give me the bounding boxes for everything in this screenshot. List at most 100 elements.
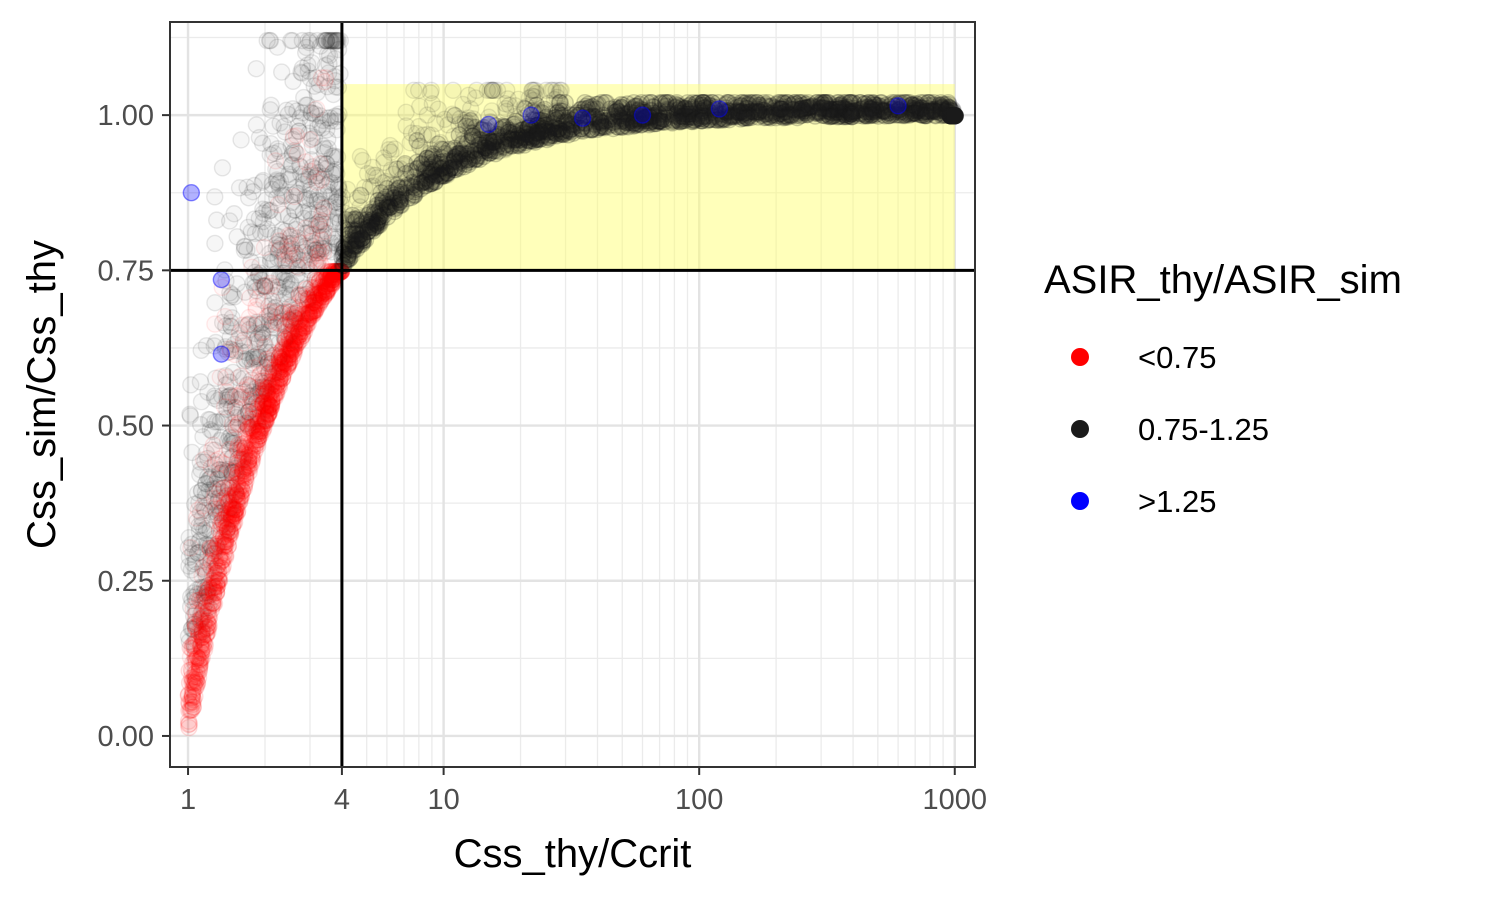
scatter-point-0.75-1.25 — [285, 141, 304, 160]
scatter-point-0.75-1.25 — [209, 391, 227, 410]
scatter-point-<0.75 — [226, 507, 245, 525]
scatter-point-0.75-1.25 — [282, 286, 300, 304]
scatter-point-0.75-1.25 — [249, 384, 267, 403]
scatter-point-0.75-1.25 — [209, 507, 228, 526]
scatter-point-0.75-1.25 — [212, 387, 231, 405]
scatter-point-0.75-1.25 — [315, 200, 334, 218]
scatter-point-0.75-1.25 — [195, 584, 213, 602]
scatter-point-0.75-1.25 — [249, 346, 267, 364]
scatter-point-<0.75 — [289, 333, 307, 351]
scatter-point-<0.75 — [298, 295, 317, 314]
scatter-point-<0.75 — [199, 602, 217, 621]
scatter-point-0.75-1.25 — [225, 205, 243, 223]
scatter-point-<0.75 — [285, 345, 303, 363]
scatter-point-0.75-1.25 — [220, 212, 239, 230]
scatter-point-0.75-1.25 — [224, 434, 242, 453]
scatter-point-0.75-1.25 — [252, 378, 270, 397]
scatter-point-<0.75 — [317, 285, 335, 303]
scatter-point-0.75-1.25 — [198, 468, 217, 486]
scatter-point-0.75-1.25 — [322, 32, 341, 51]
scatter-point-0.75-1.25 — [305, 105, 324, 123]
scatter-point-<0.75 — [209, 469, 227, 488]
scatter-point-0.75-1.25 — [206, 234, 224, 253]
scatter-point-<0.75 — [259, 376, 278, 395]
legend-key — [1071, 492, 1089, 510]
scatter-point-<0.75 — [306, 291, 325, 309]
plot-panel — [169, 21, 976, 768]
scatter-point-<0.75 — [318, 283, 336, 301]
scatter-point-<0.75 — [311, 292, 330, 311]
scatter-point-<0.75 — [259, 379, 277, 397]
scatter-point-0.75-1.25 — [270, 348, 288, 366]
scatter-point-<0.75 — [180, 693, 198, 712]
scatter-point-0.75-1.25 — [229, 450, 247, 469]
scatter-point-0.75-1.25 — [261, 201, 280, 219]
scatter-point-<0.75 — [227, 469, 246, 487]
scatter-point-<0.75 — [308, 271, 326, 289]
scatter-point-<0.75 — [253, 404, 272, 423]
scatter-point->1.25 — [182, 184, 201, 202]
scatter-point-0.75-1.25 — [271, 232, 289, 251]
scatter-point-0.75-1.25 — [246, 387, 264, 406]
scatter-point-0.75-1.25 — [514, 129, 532, 147]
scatter-point-0.75-1.25 — [423, 95, 441, 113]
scatter-point-<0.75 — [267, 377, 286, 395]
scatter-point-0.75-1.25 — [262, 96, 280, 115]
scatter-point-<0.75 — [186, 687, 204, 706]
scatter-point-0.75-1.25 — [365, 216, 384, 234]
scatter-point-0.75-1.25 — [253, 324, 271, 342]
scatter-point-0.75-1.25 — [250, 128, 269, 147]
scatter-point-0.75-1.25 — [318, 109, 337, 127]
scatter-point-0.75-1.25 — [218, 388, 236, 406]
scatter-point-<0.75 — [273, 341, 291, 360]
scatter-point-<0.75 — [227, 483, 245, 501]
scatter-point-<0.75 — [188, 674, 207, 693]
scatter-point-<0.75 — [252, 387, 270, 405]
scatter-point-0.75-1.25 — [307, 215, 326, 233]
scatter-point-0.75-1.25 — [327, 160, 345, 179]
scatter-point-<0.75 — [317, 281, 336, 299]
legend-label: 0.75-1.25 — [1138, 412, 1269, 447]
scatter-point-0.75-1.25 — [234, 451, 252, 469]
x-tick-label: 10 — [427, 784, 459, 816]
scatter-point-<0.75 — [255, 384, 273, 403]
scatter-point-<0.75 — [297, 219, 315, 237]
scatter-point-<0.75 — [303, 305, 321, 324]
scatter-point-0.75-1.25 — [188, 618, 207, 636]
scatter-point-0.75-1.25 — [201, 521, 219, 540]
scatter-point-<0.75 — [258, 350, 276, 369]
scatter-point-0.75-1.25 — [303, 54, 321, 72]
scatter-point-0.75-1.25 — [279, 310, 298, 328]
scatter-point-0.75-1.25 — [297, 96, 315, 115]
scatter-point-0.75-1.25 — [197, 474, 215, 493]
scatter-point-<0.75 — [268, 359, 286, 377]
scatter-point-<0.75 — [197, 586, 216, 604]
scatter-point-0.75-1.25 — [239, 218, 257, 237]
scatter-point-0.75-1.25 — [330, 189, 349, 208]
scatter-point->1.25 — [633, 106, 652, 124]
scatter-point-0.75-1.25 — [219, 343, 237, 362]
panel-background — [170, 22, 975, 767]
scatter-point-0.75-1.25 — [210, 460, 229, 479]
scatter-point-0.75-1.25 — [268, 171, 286, 189]
scatter-point-<0.75 — [258, 400, 277, 419]
scatter-point-0.75-1.25 — [296, 43, 315, 62]
scatter-point-<0.75 — [258, 383, 277, 401]
scatter-point-0.75-1.25 — [291, 157, 309, 175]
scatter-point-<0.75 — [266, 383, 285, 402]
scatter-point-<0.75 — [271, 370, 289, 388]
scatter-point-0.75-1.25 — [315, 167, 333, 186]
scatter-point-0.75-1.25 — [251, 372, 270, 391]
scatter-point-<0.75 — [221, 522, 240, 541]
scatter-point-0.75-1.25 — [316, 31, 334, 50]
scatter-point-0.75-1.25 — [243, 354, 262, 372]
scatter-point-0.75-1.25 — [220, 302, 238, 320]
scatter-point-0.75-1.25 — [180, 557, 198, 575]
scatter-point-0.75-1.25 — [282, 31, 300, 50]
scatter-point-<0.75 — [314, 273, 332, 291]
scatter-point-0.75-1.25 — [283, 186, 301, 204]
scatter-point-0.75-1.25 — [222, 386, 240, 405]
scatter-point-<0.75 — [301, 130, 319, 149]
scatter-point-0.75-1.25 — [255, 335, 274, 353]
scatter-point-<0.75 — [243, 451, 262, 469]
